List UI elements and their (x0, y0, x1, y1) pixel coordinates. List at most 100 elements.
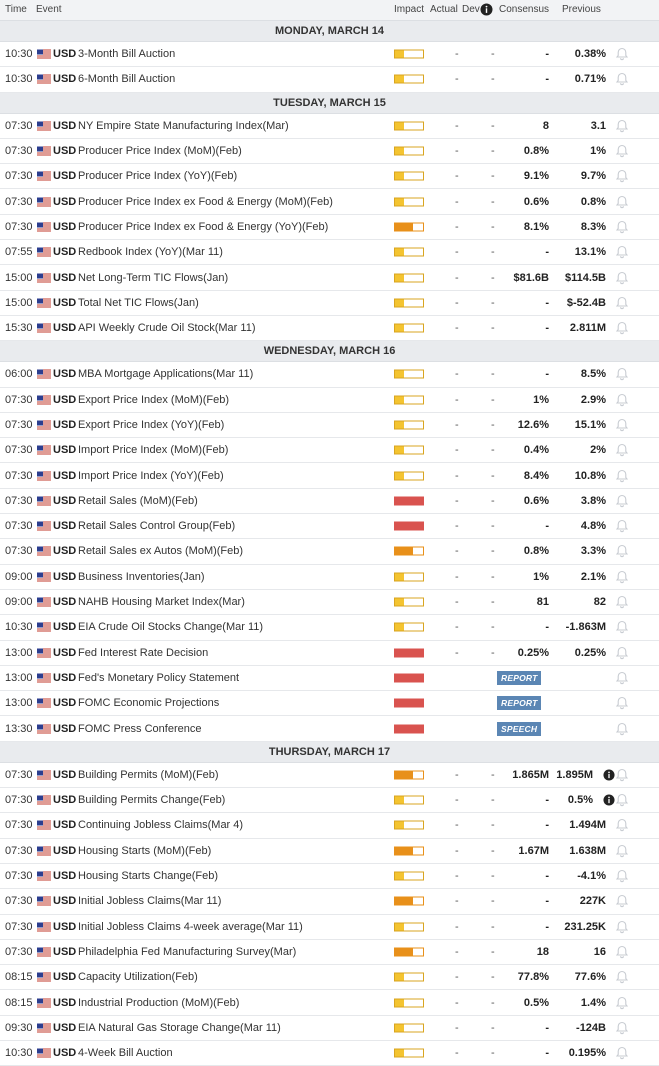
event-name[interactable]: Retail Sales Control Group(Feb) (78, 520, 236, 533)
event-name[interactable]: Import Price Index (YoY)(Feb) (78, 469, 224, 482)
bell-icon[interactable] (615, 469, 629, 483)
table-row[interactable]: 13:00 USD Fed Interest Rate Decision - - 0.25… (0, 640, 659, 666)
event-name[interactable]: Building Permits Change(Feb) (78, 794, 226, 807)
bell-icon[interactable] (615, 47, 629, 61)
bell-icon[interactable] (615, 869, 629, 883)
event-name[interactable]: Export Price Index (MoM)(Feb) (78, 393, 229, 406)
bell-icon[interactable] (615, 646, 629, 660)
bell-icon[interactable] (615, 1021, 629, 1035)
report-tag[interactable]: SPEECH (497, 721, 542, 736)
bell-icon[interactable] (615, 544, 629, 558)
table-row[interactable]: 10:30 USD 3-Month Bill Auction - - - 0.38% (0, 42, 659, 68)
col-previous[interactable]: Previous (562, 4, 601, 15)
table-row[interactable]: 07:30 USD NY Empire State Manufacturing In… (0, 113, 659, 139)
bell-icon[interactable] (615, 494, 629, 508)
bell-icon[interactable] (615, 119, 629, 133)
table-row[interactable]: 09:00 USD NAHB Housing Market Index(Mar) - -… (0, 589, 659, 616)
table-row[interactable]: 07:30 USD Import Price Index (MoM)(Feb) - - 0… (0, 438, 659, 464)
bell-icon[interactable] (615, 894, 629, 908)
table-row[interactable]: 07:30 USD Export Price Index (YoY)(Feb) - - 1… (0, 412, 659, 439)
col-actual[interactable]: Actual (430, 4, 458, 15)
event-name[interactable]: Building Permits (MoM)(Feb) (78, 768, 219, 781)
event-name[interactable]: NAHB Housing Market Index(Mar) (78, 596, 245, 609)
table-row[interactable]: 07:30 USD Building Permits (MoM)(Feb) - - 1.8… (0, 762, 659, 789)
table-row[interactable]: 07:30 USD Import Price Index (YoY)(Feb) - - 8… (0, 463, 659, 489)
bell-icon[interactable] (615, 418, 629, 432)
table-row[interactable]: 07:30 USD Producer Price Index (YoY)(Feb) -… (0, 164, 659, 190)
event-name[interactable]: Philadelphia Fed Manufacturing Survey(Ma… (78, 945, 297, 958)
bell-icon[interactable] (615, 793, 629, 807)
event-name[interactable]: 4-Week Bill Auction (78, 1047, 173, 1060)
table-row[interactable]: 07:30 USD Producer Price Index ex Food & E… (0, 189, 659, 215)
bell-icon[interactable] (615, 1046, 629, 1060)
event-name[interactable]: Continuing Jobless Claims(Mar 4) (78, 819, 244, 832)
event-name[interactable]: Import Price Index (MoM)(Feb) (78, 444, 229, 457)
bell-icon[interactable] (615, 296, 629, 310)
table-row[interactable]: 06:00 USD MBA Mortgage Applications(Mar 11… (0, 362, 659, 388)
event-name[interactable]: 3-Month Bill Auction (78, 48, 176, 61)
bell-icon[interactable] (615, 144, 629, 158)
bell-icon[interactable] (615, 945, 629, 959)
table-row[interactable]: 07:30 USD Initial Jobless Claims(Mar 11) - -… (0, 889, 659, 915)
table-row[interactable]: 07:30 USD Retail Sales (MoM)(Feb) - - 0.6% 3.8… (0, 488, 659, 515)
col-consensus[interactable]: Consensus (499, 4, 550, 15)
table-row[interactable]: 15:00 USD Net Long-Term TIC Flows(Jan) - - $8… (0, 265, 659, 291)
event-name[interactable]: EIA Natural Gas Storage Change(Mar 11) (78, 1021, 281, 1034)
event-name[interactable]: NY Empire State Manufacturing Index(Mar) (78, 119, 289, 132)
event-name[interactable]: Net Long-Term TIC Flows(Jan) (78, 271, 229, 284)
table-row[interactable]: 07:55 USD Redbook Index (YoY)(Mar 11) - - - 13… (0, 240, 659, 266)
report-tag[interactable]: REPORT (497, 670, 542, 685)
info-icon[interactable] (480, 3, 493, 19)
event-name[interactable]: Fed's Monetary Policy Statement (78, 671, 240, 684)
bell-icon[interactable] (615, 671, 629, 685)
table-row[interactable]: 07:30 USD Retail Sales Control Group(Feb) -… (0, 514, 659, 540)
event-name[interactable]: FOMC Economic Projections (78, 697, 220, 710)
event-name[interactable]: Producer Price Index ex Food & Energy (Y… (78, 220, 329, 233)
event-name[interactable]: Redbook Index (YoY)(Mar 11) (78, 246, 223, 259)
table-row[interactable]: 13:00 USD FOMC Economic Projections REPORT (0, 691, 659, 717)
table-row[interactable]: 07:30 USD Producer Price Index ex Food & E… (0, 214, 659, 241)
table-row[interactable]: 13:00 USD Fed's Monetary Policy Statement R… (0, 665, 659, 692)
event-name[interactable]: Producer Price Index (MoM)(Feb) (78, 145, 242, 158)
bell-icon[interactable] (615, 245, 629, 259)
table-row[interactable]: 13:30 USD FOMC Press Conference SPEECH (0, 716, 659, 742)
table-row[interactable]: 10:30 USD 6-Month Bill Auction - - - 0.71% (0, 67, 659, 93)
event-name[interactable]: Export Price Index (YoY)(Feb) (78, 419, 225, 431)
table-row[interactable]: 09:00 USD Business Inventories(Jan) - - 1% 2.1… (0, 564, 659, 590)
info-icon[interactable] (603, 769, 615, 781)
bell-icon[interactable] (615, 970, 629, 984)
bell-icon[interactable] (615, 195, 629, 209)
event-name[interactable]: Initial Jobless Claims(Mar 11) (78, 895, 222, 908)
event-name[interactable]: API Weekly Crude Oil Stock(Mar 11) (78, 322, 256, 335)
table-row[interactable]: 07:30 USD Initial Jobless Claims 4-week av… (0, 914, 659, 940)
event-name[interactable]: 6-Month Bill Auction (78, 73, 176, 86)
bell-icon[interactable] (615, 393, 629, 407)
bell-icon[interactable] (615, 696, 629, 710)
event-name[interactable]: Producer Price Index (YoY)(Feb) (78, 170, 238, 183)
table-row[interactable]: 07:30 USD Housing Starts Change(Feb) - - - -4.… (0, 863, 659, 890)
bell-icon[interactable] (615, 996, 629, 1010)
col-impact[interactable]: Impact (394, 4, 425, 15)
bell-icon[interactable] (615, 321, 629, 335)
table-row[interactable]: 10:30 USD 4-Week Bill Auction - - - 0.195% (0, 1040, 659, 1066)
event-name[interactable]: Housing Starts Change(Feb) (78, 870, 219, 883)
table-row[interactable]: 07:30 USD Continuing Jobless Claims(Mar 4)… (0, 813, 659, 839)
bell-icon[interactable] (615, 72, 629, 86)
table-row[interactable]: 10:30 USD EIA Crude Oil Stocks Change(Mar … (0, 615, 659, 641)
table-row[interactable]: 07:30 USD Export Price Index (MoM)(Feb) - - 1… (0, 387, 659, 413)
bell-icon[interactable] (615, 271, 629, 285)
event-name[interactable]: EIA Crude Oil Stocks Change(Mar 11) (78, 621, 264, 634)
table-row[interactable]: 07:30 USD Housing Starts (MoM)(Feb) - - 1.67M… (0, 838, 659, 864)
event-name[interactable]: Fed Interest Rate Decision (78, 646, 209, 659)
table-row[interactable]: 08:15 USD Industrial Production (MoM)(Feb)… (0, 990, 659, 1016)
bell-icon[interactable] (615, 844, 629, 858)
bell-icon[interactable] (615, 768, 629, 782)
table-row[interactable]: 07:30 USD Producer Price Index (MoM)(Feb) -… (0, 138, 659, 165)
bell-icon[interactable] (615, 722, 629, 736)
table-row[interactable]: 07:30 USD Retail Sales ex Autos (MoM)(Feb)… (0, 539, 659, 565)
bell-icon[interactable] (615, 570, 629, 584)
bell-icon[interactable] (615, 169, 629, 183)
info-icon[interactable] (603, 794, 615, 806)
table-row[interactable]: 09:30 USD EIA Natural Gas Storage Change(M… (0, 1015, 659, 1041)
bell-icon[interactable] (615, 220, 629, 234)
